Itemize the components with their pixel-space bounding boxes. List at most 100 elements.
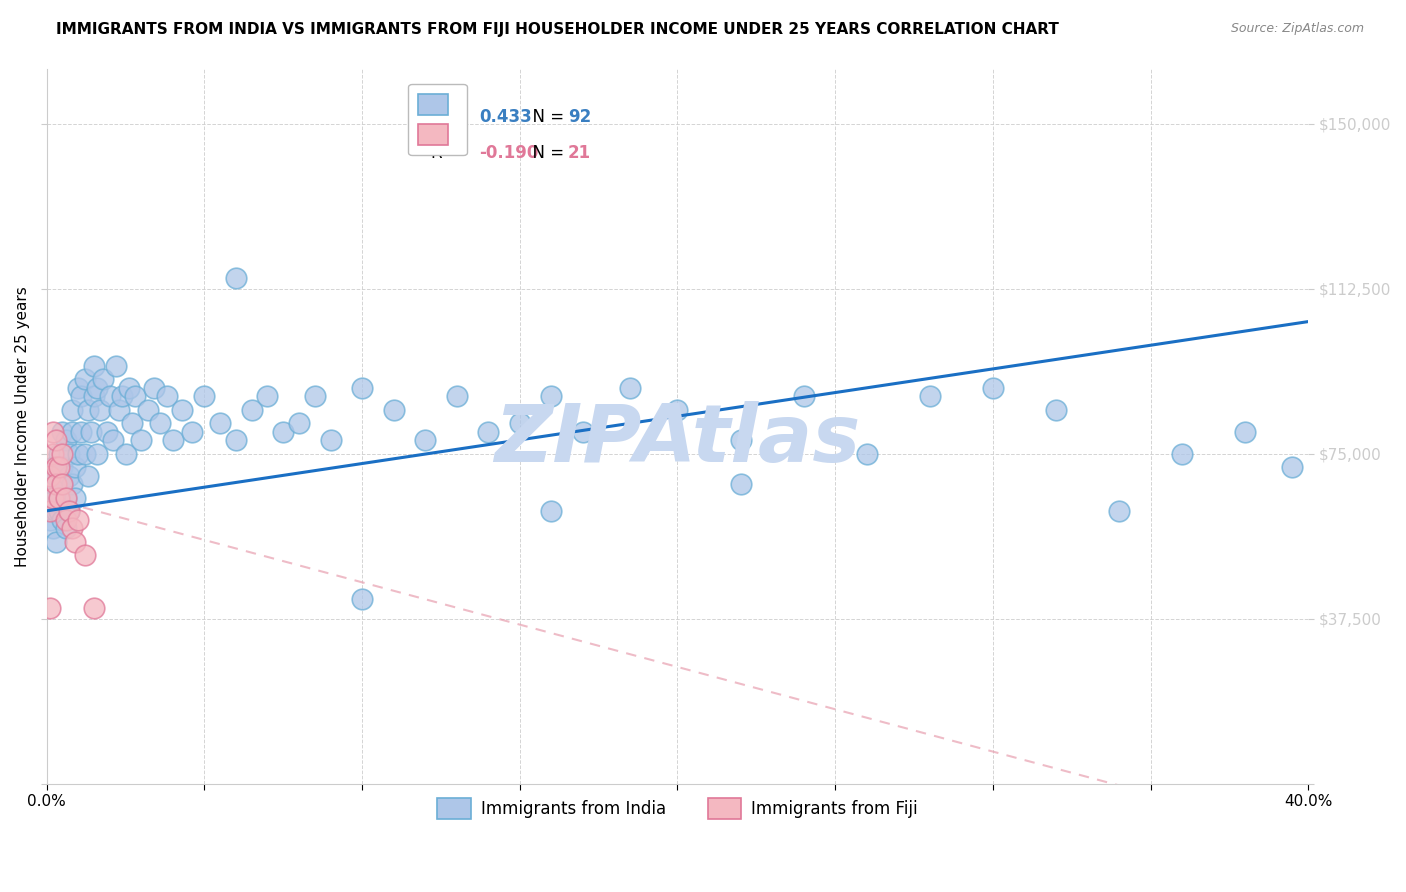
Point: [55, 513, 77, 527]
Point: [83, 600, 105, 615]
Point: [105, 359, 128, 373]
Point: [48, 504, 70, 518]
Point: [63, 459, 86, 474]
Point: [80, 425, 103, 439]
Point: [149, 416, 172, 430]
Point: [180, 425, 202, 439]
Text: R =: R =: [432, 108, 467, 126]
Point: [96, 425, 118, 439]
Point: [89, 402, 111, 417]
Point: [352, 591, 374, 606]
Point: [60, 402, 83, 417]
Point: [352, 381, 374, 395]
Point: [76, 468, 98, 483]
Point: [108, 402, 131, 417]
Point: [58, 447, 80, 461]
Point: [540, 389, 562, 403]
Legend: Immigrants from India, Immigrants from Fiji: Immigrants from India, Immigrants from F…: [430, 792, 924, 825]
Point: [509, 416, 531, 430]
Point: [1171, 447, 1194, 461]
Point: [111, 389, 134, 403]
Point: [155, 389, 177, 403]
Point: [730, 434, 752, 448]
Point: [540, 504, 562, 518]
Point: [51, 513, 73, 527]
Point: [918, 389, 941, 403]
Point: [45, 459, 67, 474]
Point: [240, 402, 263, 417]
Point: [38, 468, 60, 483]
Point: [446, 389, 468, 403]
Point: [38, 513, 60, 527]
Point: [55, 434, 77, 448]
Text: N =: N =: [522, 108, 569, 126]
Point: [45, 534, 67, 549]
Point: [83, 359, 105, 373]
Point: [51, 477, 73, 491]
Point: [93, 372, 115, 386]
Point: [67, 513, 90, 527]
Point: [48, 459, 70, 474]
Point: [45, 504, 67, 518]
Point: [42, 521, 65, 535]
Point: [271, 425, 294, 439]
Point: [73, 548, 96, 562]
Text: 0.433: 0.433: [479, 108, 531, 126]
Point: [288, 416, 311, 430]
Point: [42, 491, 65, 505]
Point: [45, 468, 67, 483]
Point: [51, 425, 73, 439]
Point: [319, 434, 342, 448]
Point: [86, 447, 108, 461]
Point: [38, 504, 60, 518]
Point: [855, 447, 877, 461]
Point: [172, 402, 194, 417]
Text: 21: 21: [568, 144, 591, 161]
Point: [48, 491, 70, 505]
Y-axis label: Householder Income Under 25 years: Householder Income Under 25 years: [15, 285, 30, 566]
Point: [477, 425, 499, 439]
Text: IMMIGRANTS FROM INDIA VS IMMIGRANTS FROM FIJI HOUSEHOLDER INCOME UNDER 25 YEARS : IMMIGRANTS FROM INDIA VS IMMIGRANTS FROM…: [56, 22, 1059, 37]
Point: [101, 434, 124, 448]
Point: [225, 270, 247, 285]
Point: [55, 491, 77, 505]
Text: Source: ZipAtlas.com: Source: ZipAtlas.com: [1230, 22, 1364, 36]
Point: [45, 434, 67, 448]
Point: [730, 477, 752, 491]
Point: [55, 491, 77, 505]
Point: [793, 389, 815, 403]
Point: [38, 491, 60, 505]
Text: -0.190: -0.190: [479, 144, 538, 161]
Point: [48, 491, 70, 505]
Point: [51, 459, 73, 474]
Point: [256, 389, 278, 403]
Point: [76, 402, 98, 417]
Point: [51, 447, 73, 461]
Point: [58, 468, 80, 483]
Point: [42, 477, 65, 491]
Point: [304, 389, 326, 403]
Point: [162, 434, 184, 448]
Point: [42, 459, 65, 474]
Point: [413, 434, 436, 448]
Point: [67, 447, 90, 461]
Point: [1281, 459, 1303, 474]
Point: [55, 521, 77, 535]
Point: [42, 447, 65, 461]
Point: [124, 389, 146, 403]
Point: [619, 381, 641, 395]
Point: [63, 491, 86, 505]
Point: [73, 372, 96, 386]
Point: [1234, 425, 1257, 439]
Point: [42, 425, 65, 439]
Text: R =: R =: [432, 144, 467, 161]
Point: [60, 521, 83, 535]
Point: [209, 416, 232, 430]
Point: [63, 534, 86, 549]
Point: [1045, 402, 1067, 417]
Point: [114, 447, 136, 461]
Point: [70, 425, 93, 439]
Point: [58, 504, 80, 518]
Point: [60, 477, 83, 491]
Point: [129, 434, 152, 448]
